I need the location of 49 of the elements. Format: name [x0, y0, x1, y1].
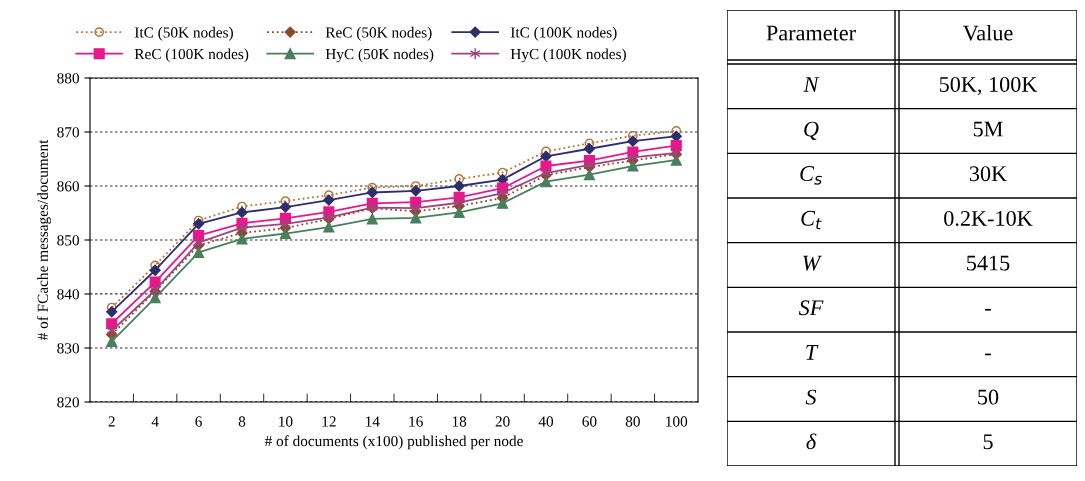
y-tick-label: 870	[57, 127, 79, 138]
y-tick-label: 880	[57, 73, 79, 84]
x-tick-label: 10	[279, 416, 293, 427]
text: 5	[983, 434, 993, 450]
category-label: T	[806, 345, 819, 360]
category-label: SF	[798, 300, 824, 316]
category-label: δ	[806, 433, 817, 450]
category-label: Value	[962, 24, 1013, 41]
y-tick-label: 820	[57, 397, 79, 408]
text: -	[985, 353, 991, 356]
legend-label: ItC (100K nodes)	[510, 26, 617, 41]
y-tick-label: 830	[57, 343, 79, 354]
x-axis-title: # of documents (x100) published per node	[264, 435, 523, 450]
text: -	[985, 308, 991, 311]
legend-label: ReC (50K nodes)	[325, 26, 432, 41]
category-label: C$_{t}$	[801, 210, 822, 230]
legend-label: HyC (100K nodes)	[510, 48, 626, 63]
category-label: Q	[804, 121, 819, 140]
category-label: Parameter	[766, 25, 856, 41]
x-tick-label: 4	[151, 416, 159, 427]
category-label: N	[803, 77, 820, 92]
x-tick-label: 60	[582, 416, 597, 427]
text: 30K	[969, 166, 1007, 182]
y-tick-label: 860	[57, 181, 79, 192]
text: 5M	[973, 121, 1003, 137]
x-tick-label: 18	[452, 416, 467, 427]
x-tick-label: 12	[322, 416, 336, 427]
x-tick-label: 16	[409, 416, 423, 427]
x-tick-label: 2	[108, 416, 115, 427]
legend-label: ItC (50K nodes)	[134, 26, 233, 41]
y-tick-label: 840	[57, 289, 79, 300]
legend-label: ReC (100K nodes)	[134, 48, 249, 63]
x-tick-label: 8	[238, 416, 246, 427]
text: 50	[978, 389, 999, 405]
legend-label: HyC (50K nodes)	[325, 48, 434, 63]
x-tick-label: 14	[365, 416, 380, 427]
category-label: W	[803, 255, 822, 271]
x-tick-label: 80	[625, 416, 640, 427]
text: 50K, 100K	[939, 76, 1038, 96]
x-tick-label: 40	[538, 416, 554, 427]
x-tick-label: 100	[666, 416, 688, 427]
x-tick-label: 6	[195, 416, 202, 427]
text: 5415	[967, 255, 1010, 271]
x-tick-label: 20	[495, 416, 510, 427]
category-label: S	[805, 389, 817, 405]
y-axis-title: # of FCache messages/document	[37, 139, 52, 341]
y-tick-label: 850	[57, 235, 79, 246]
category-label: C$_{s}$	[800, 166, 822, 185]
text: 0.2K-10K	[944, 210, 1033, 226]
